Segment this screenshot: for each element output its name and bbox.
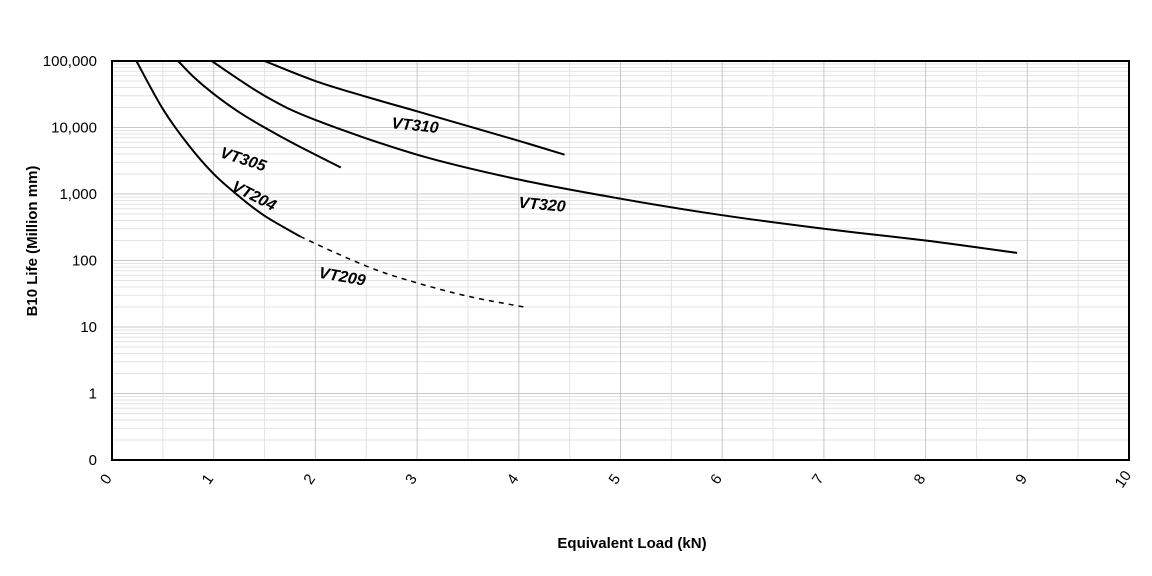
y-tick-label: 1 [89,386,97,403]
plot-frame [111,60,1130,461]
grid [112,61,1129,460]
x-tick-label: 4 [504,471,523,488]
series-label-vt310: VT310 [391,115,440,137]
series-line-vt310 [264,60,565,156]
x-tick-label: 0 [97,471,116,488]
y-tick-labels: 0 1 10 100 1,000 10,000 100,000 [43,53,97,469]
y-axis-title: B10 Life (Million mm) [24,166,41,317]
y-tick-label: 1,000 [59,186,97,203]
x-tick-label: 5 [605,471,624,488]
y-tick-label: 10 [80,319,97,336]
x-tick-label: 9 [1012,471,1031,488]
y-tick-label: 100,000 [43,53,97,70]
x-tick-label: 3 [402,471,421,488]
x-tick-label: 1 [199,471,218,488]
y-tick-label: 0 [89,452,97,469]
x-tick-label: 10 [1112,468,1135,491]
series-label-vt209: VT209 [317,265,366,290]
x-tick-label: 2 [300,471,319,488]
series-line-vt209 [299,235,525,308]
series-label-vt320: VT320 [518,195,567,216]
series-line-vt204 [135,60,301,238]
series-lines [135,60,1018,308]
x-tick-labels: 0 1 2 3 4 5 6 7 8 9 10 [97,468,1135,491]
x-tick-label: 6 [707,471,726,488]
x-axis-title: Equivalent Load (kN) [557,535,706,552]
y-tick-label: 100 [72,253,97,270]
series-line-vt305 [177,60,342,169]
x-tick-label: 7 [809,471,828,488]
y-tick-label: 10,000 [51,120,97,137]
series-line-vt320 [211,60,1018,254]
x-tick-label: 8 [911,471,930,488]
series-label-vt305: VT305 [218,145,269,176]
